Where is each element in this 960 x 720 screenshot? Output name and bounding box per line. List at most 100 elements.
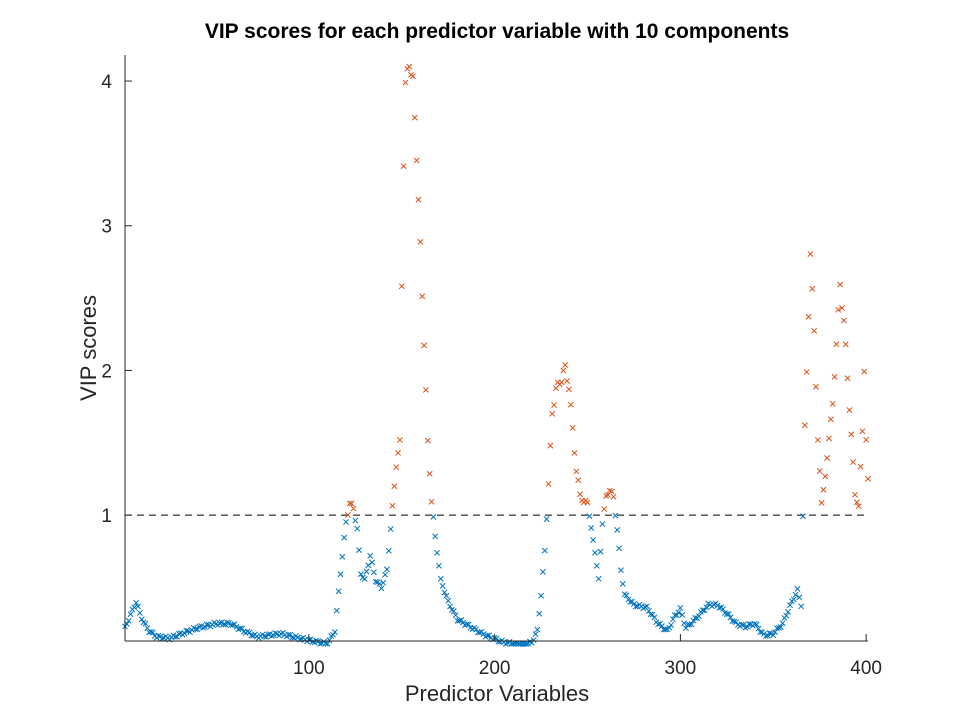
- vip-point: [430, 513, 437, 520]
- vip-point-above-threshold: [833, 341, 840, 348]
- vip-point-above-threshold: [565, 386, 572, 393]
- vip-point-above-threshold: [818, 499, 825, 506]
- vip-point: [675, 609, 682, 616]
- vip-point-above-threshold: [811, 327, 818, 334]
- vip-point-above-threshold: [426, 470, 433, 477]
- vip-point: [777, 624, 784, 631]
- vip-point: [649, 611, 656, 618]
- vip-point: [343, 519, 349, 525]
- vip-point: [495, 638, 502, 645]
- vip-point: [136, 609, 143, 616]
- vip-point: [740, 621, 747, 628]
- vip-point-above-threshold: [406, 63, 413, 70]
- vip-point: [631, 601, 637, 607]
- vip-point-above-threshold: [608, 488, 615, 495]
- vip-point: [183, 627, 190, 634]
- vip-point: [766, 630, 773, 637]
- vip-point: [452, 612, 459, 619]
- vip-point: [746, 621, 753, 627]
- vip-point: [744, 623, 751, 630]
- vip-point: [192, 626, 199, 633]
- vip-point: [125, 617, 132, 624]
- vip-point-above-threshold: [573, 468, 580, 475]
- vip-point: [627, 598, 634, 605]
- vip-point-above-threshold: [826, 435, 832, 442]
- vip-point: [458, 616, 465, 623]
- vip-point-above-threshold: [865, 475, 871, 482]
- vip-point: [324, 640, 331, 647]
- vip-point: [632, 603, 639, 610]
- vip-point: [775, 624, 782, 631]
- vip-point: [285, 631, 292, 638]
- vip-point: [729, 618, 736, 625]
- vip-point-above-threshold: [803, 369, 810, 376]
- vip-point: [617, 567, 624, 574]
- y-tick-label: 4: [101, 72, 112, 93]
- vip-point: [326, 637, 333, 644]
- vip-point: [530, 637, 537, 644]
- vip-point: [437, 575, 444, 582]
- y-axis-label: VIP scores: [76, 295, 101, 401]
- vip-point: [333, 607, 340, 614]
- vip-point: [679, 611, 686, 618]
- vip-point: [543, 516, 550, 523]
- vip-point: [331, 629, 338, 636]
- vip-point: [367, 552, 374, 559]
- vip-point: [224, 619, 231, 626]
- vip-point: [155, 632, 162, 639]
- x-tick-label: 100: [293, 658, 325, 679]
- vip-point: [701, 607, 708, 614]
- vip-point: [699, 607, 706, 614]
- vip-point-above-threshold: [393, 464, 400, 471]
- vip-point-above-threshold: [603, 492, 610, 499]
- vip-point-above-threshold: [840, 317, 847, 324]
- vip-point-above-threshold: [820, 486, 827, 493]
- vip-point: [378, 585, 385, 592]
- vip-point-above-threshold: [863, 436, 870, 443]
- vip-point: [439, 583, 446, 589]
- vip-point-above-threshold: [824, 455, 831, 461]
- vip-point-above-threshold: [551, 402, 558, 409]
- vip-point-above-threshold: [391, 483, 398, 490]
- vip-point: [673, 612, 680, 619]
- vip-point-above-threshold: [400, 163, 407, 170]
- y-tick-label: 3: [101, 217, 112, 238]
- vip-point: [447, 603, 454, 610]
- vip-point-above-threshold: [850, 459, 857, 466]
- vip-point: [590, 536, 597, 543]
- vip-point-above-threshold: [805, 313, 812, 320]
- vip-point: [666, 624, 673, 631]
- vip-point: [383, 566, 390, 573]
- vip-point: [231, 621, 238, 628]
- vip-point: [149, 629, 156, 636]
- vip-point-above-threshold: [402, 79, 409, 86]
- vip-point-above-threshold: [606, 487, 613, 494]
- vip-point: [369, 559, 376, 566]
- vip-point: [591, 549, 598, 556]
- vip-point: [671, 612, 678, 619]
- vip-point: [339, 553, 346, 560]
- vip-point-above-threshold: [396, 437, 403, 443]
- vip-point: [779, 620, 786, 627]
- vip-point-above-threshold: [844, 375, 851, 382]
- vip-point: [445, 597, 452, 604]
- vip-point-above-threshold: [417, 238, 424, 245]
- vip-point: [716, 604, 723, 611]
- x-tick-label: 400: [850, 658, 882, 679]
- vip-point: [434, 549, 441, 556]
- vip-point: [317, 640, 323, 647]
- vip-point-above-threshold: [584, 499, 591, 506]
- vip-point: [235, 626, 242, 633]
- vip-point: [725, 611, 732, 618]
- vip-point: [619, 580, 626, 587]
- vip-point-above-threshold: [842, 341, 849, 348]
- vip-point-above-threshold: [813, 383, 819, 390]
- vip-point-above-threshold: [852, 491, 858, 498]
- vip-point: [357, 571, 364, 578]
- vip-point: [456, 617, 463, 624]
- vip-point-above-threshold: [807, 251, 814, 257]
- vip-point: [356, 547, 362, 554]
- vip-point-above-threshold: [571, 449, 578, 456]
- vip-point: [239, 625, 245, 632]
